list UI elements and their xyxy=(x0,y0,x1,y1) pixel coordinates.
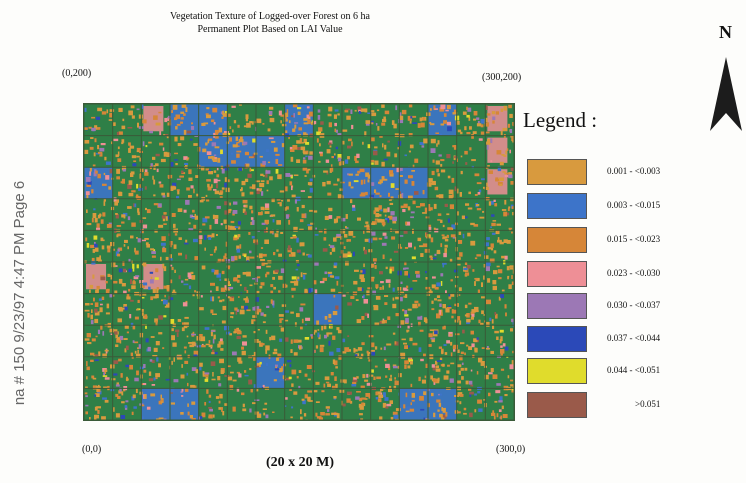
corner-label-top-right: (300,200) xyxy=(482,72,522,83)
legend-label: 0.030 - <0.037 xyxy=(607,300,661,310)
legend-swatch xyxy=(527,392,587,418)
legend-swatch xyxy=(527,227,587,253)
legend-title: Legend : xyxy=(523,108,598,132)
legend-swatch xyxy=(527,159,587,185)
legend-label: 0.044 - <0.051 xyxy=(607,365,661,375)
map-title: Vegetation Texture of Logged-over Forest… xyxy=(110,10,430,36)
legend-item-4: 0.030 - <0.037 xyxy=(527,293,707,321)
legend-label: 0.001 - <0.003 xyxy=(607,166,661,176)
legend-label: 0.015 - <0.023 xyxy=(607,234,661,244)
legend-swatch xyxy=(527,326,587,352)
map-title-line2: Permanent Plot Based on LAI Value xyxy=(197,24,343,35)
vegetation-map-canvas xyxy=(83,103,518,425)
corner-label-bottom-right: (300,0) xyxy=(496,444,526,455)
legend-swatch xyxy=(527,261,587,287)
fax-page-stamp: na # 150 9/23/97 4:47 PM Page 6 xyxy=(11,180,28,406)
legend-label: >0.051 xyxy=(635,399,661,409)
legend-item-2: 0.015 - <0.023 xyxy=(527,227,707,255)
scale-label: (20 x 20 M) xyxy=(265,455,335,470)
legend-item-5: 0.037 - <0.044 xyxy=(527,326,707,354)
legend-item-3: 0.023 - <0.030 xyxy=(527,261,707,289)
legend-item-7: >0.051 xyxy=(527,392,707,420)
north-arrow-icon xyxy=(710,57,742,131)
legend-item-1: 0.003 - <0.015 xyxy=(527,193,707,221)
legend-swatch xyxy=(527,293,587,319)
legend-item-6: 0.044 - <0.051 xyxy=(527,358,707,386)
legend-item-0: 0.001 - <0.003 xyxy=(527,159,707,187)
legend-label: 0.003 - <0.015 xyxy=(607,200,661,210)
north-label: N xyxy=(719,22,732,42)
legend-swatch xyxy=(527,358,587,384)
legend-label: 0.023 - <0.030 xyxy=(607,268,661,278)
corner-label-bottom-left: (0,0) xyxy=(82,444,102,455)
vegetation-map xyxy=(83,103,518,425)
corner-label-top-left: (0,200) xyxy=(62,68,92,79)
legend-label: 0.037 - <0.044 xyxy=(607,333,661,343)
map-title-line1: Vegetation Texture of Logged-over Forest… xyxy=(170,11,370,22)
legend-swatch xyxy=(527,193,587,219)
